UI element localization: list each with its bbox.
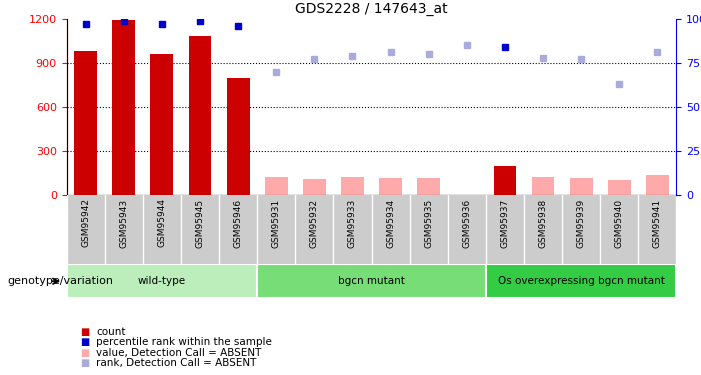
Text: bgcn mutant: bgcn mutant [338, 276, 405, 286]
Text: count: count [96, 327, 125, 337]
Bar [646, 175, 669, 195]
Text: GSM95942: GSM95942 [81, 198, 90, 248]
Text: rank, Detection Call = ABSENT: rank, Detection Call = ABSENT [96, 358, 257, 368]
Bar [151, 54, 173, 195]
Text: GSM95943: GSM95943 [119, 198, 128, 248]
Bar [265, 177, 287, 195]
Text: GSM95931: GSM95931 [272, 198, 280, 248]
Text: Os overexpressing bgcn mutant: Os overexpressing bgcn mutant [498, 276, 665, 286]
Bar [341, 177, 364, 195]
Text: value, Detection Call = ABSENT: value, Detection Call = ABSENT [96, 348, 261, 358]
Bar [226, 78, 250, 195]
Text: genotype/variation: genotype/variation [7, 276, 113, 286]
Bar [486, 264, 676, 298]
Title: GDS2228 / 147643_at: GDS2228 / 147643_at [295, 2, 448, 16]
Text: percentile rank within the sample: percentile rank within the sample [96, 338, 272, 347]
Bar [303, 179, 326, 195]
Bar [257, 264, 486, 298]
Text: GSM95944: GSM95944 [158, 198, 166, 248]
Text: GSM95934: GSM95934 [386, 198, 395, 248]
Text: GSM95940: GSM95940 [615, 198, 624, 248]
Text: GSM95938: GSM95938 [538, 198, 547, 248]
Bar [189, 36, 212, 195]
Text: wild-type: wild-type [138, 276, 186, 286]
Bar [67, 264, 257, 298]
Bar [494, 166, 517, 195]
Bar [74, 51, 97, 195]
Bar [608, 180, 631, 195]
Text: GSM95935: GSM95935 [424, 198, 433, 248]
Bar [112, 20, 135, 195]
Text: GSM95946: GSM95946 [233, 198, 243, 248]
Text: ■: ■ [81, 358, 90, 368]
Text: GSM95945: GSM95945 [196, 198, 205, 248]
Text: GSM95936: GSM95936 [463, 198, 471, 248]
Text: GSM95941: GSM95941 [653, 198, 662, 248]
Text: GSM95932: GSM95932 [310, 198, 319, 248]
Bar [531, 177, 554, 195]
Text: ■: ■ [81, 348, 90, 358]
Text: GSM95939: GSM95939 [577, 198, 585, 248]
Bar [417, 178, 440, 195]
Text: ■: ■ [81, 327, 90, 337]
Bar [379, 178, 402, 195]
Text: ■: ■ [81, 338, 90, 347]
Text: GSM95937: GSM95937 [501, 198, 510, 248]
Bar [570, 178, 592, 195]
Text: GSM95933: GSM95933 [348, 198, 357, 248]
